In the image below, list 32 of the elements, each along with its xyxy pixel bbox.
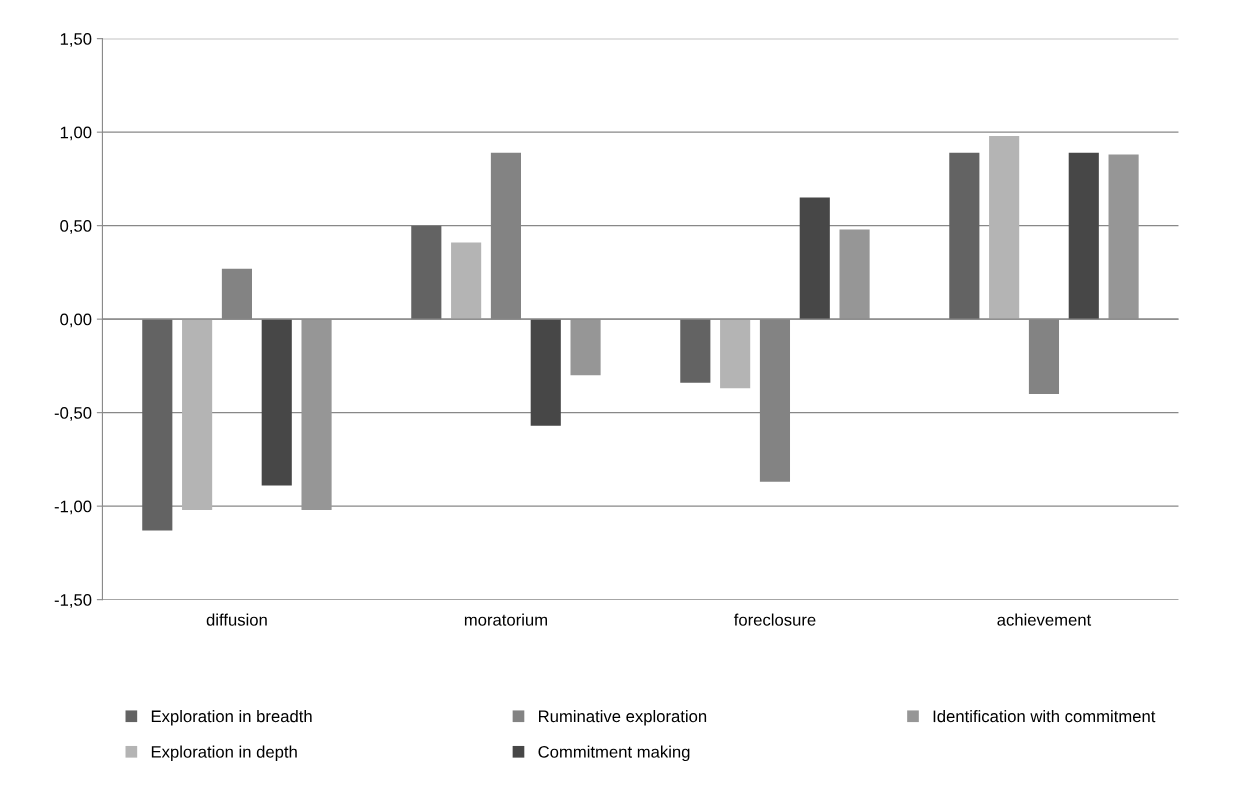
bar bbox=[949, 152, 980, 320]
x-tick-label: foreclosure bbox=[733, 613, 816, 626]
legend-label: Exploration in depth bbox=[151, 745, 297, 762]
bar bbox=[1068, 152, 1099, 320]
bar bbox=[989, 135, 1020, 320]
bar bbox=[1108, 154, 1139, 320]
bar bbox=[182, 319, 213, 510]
y-tick-label: 1,50 bbox=[60, 33, 92, 47]
bar bbox=[451, 242, 482, 320]
bar bbox=[680, 319, 711, 383]
bar bbox=[530, 319, 561, 426]
bar bbox=[411, 225, 442, 320]
legend-label: Commitment making bbox=[538, 745, 690, 762]
y-tick-label: -1,00 bbox=[54, 500, 92, 515]
x-tick-label: moratorium bbox=[464, 613, 547, 626]
bar bbox=[142, 319, 173, 531]
bar bbox=[799, 197, 830, 320]
x-tick-label: achievement bbox=[997, 613, 1092, 626]
legend-label: Ruminative exploration bbox=[539, 710, 707, 726]
y-tick-label: -0,50 bbox=[54, 407, 92, 421]
x-tick-label: diffusion bbox=[206, 613, 267, 626]
bar bbox=[261, 319, 292, 486]
legend-label: Exploration in breadth bbox=[151, 710, 312, 726]
bar bbox=[720, 319, 751, 389]
y-tick-label: 0,00 bbox=[60, 313, 92, 328]
legend-label: Identification with commitment bbox=[933, 710, 1156, 723]
y-tick-label: -1,50 bbox=[54, 594, 92, 608]
y-tick-label: 0,50 bbox=[60, 220, 92, 234]
bar bbox=[301, 319, 332, 510]
y-tick-label: 1,00 bbox=[60, 126, 92, 141]
bar bbox=[570, 319, 601, 376]
bar bbox=[839, 229, 870, 320]
